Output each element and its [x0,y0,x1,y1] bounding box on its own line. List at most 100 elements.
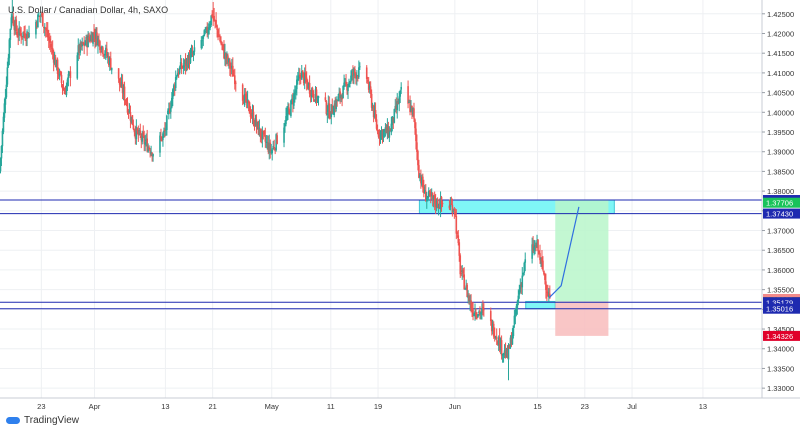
candle-body [307,83,310,88]
candle-body [470,300,472,309]
candle-body [69,71,72,78]
candle-body [168,108,170,112]
candle-body [252,111,255,125]
candle-body [211,13,213,17]
candle-body [57,72,60,76]
candle-body [469,300,471,303]
candle-body [301,70,304,73]
candle-body [80,42,83,47]
candle-body [55,59,58,68]
candle-body [313,99,316,102]
candle-body [228,58,230,63]
candle-body [223,46,225,59]
candle-body [121,82,124,94]
candle-body [109,58,112,70]
candle-body [43,27,46,29]
candle-body [328,103,331,118]
candle-body [201,40,204,42]
candle-body [532,244,534,252]
candle-body [218,36,220,38]
candle-body [438,206,441,210]
candle-body [519,284,522,292]
candle-body [498,336,501,350]
candle-body [28,32,30,38]
candle-body [490,319,493,332]
candle-body [131,115,134,125]
candle-body [456,232,459,234]
candle-body [408,102,410,104]
time-axis[interactable]: 23 Apr 13 21 May 11 19 Jun 15 23 Jul 13 [0,397,800,411]
candle-body [474,310,476,315]
candle-body [3,103,6,118]
candle-body [283,127,285,143]
candle-body [312,93,315,99]
candle-body [507,345,510,360]
candle-body [167,110,169,115]
candle-body [177,71,180,75]
candle-body [271,149,274,154]
candle-body [441,203,444,205]
candle-body [110,67,113,71]
candle-body [324,97,327,101]
candle-body [60,74,63,83]
candle-body [415,128,417,142]
candle-body [185,59,188,65]
candle-body [501,354,504,356]
candle-body [251,112,254,116]
candle-body [1,130,4,147]
candle-body [433,195,436,204]
candle-body [538,251,540,253]
candle-body [512,325,515,336]
candle-body [164,129,166,131]
candle-body [534,245,536,248]
candle-body [357,75,359,78]
candle-body [126,102,129,113]
candle-body [334,103,337,109]
candle-body [63,90,66,94]
candle-body [59,71,62,75]
candle-body [98,39,100,41]
candle-body [212,16,214,18]
candle-body [468,295,470,301]
candle-body [26,31,28,39]
candle-body [296,79,298,90]
candle-body [246,98,249,104]
candle-body [455,215,458,234]
candle-body [143,135,146,144]
candle-body [165,128,167,130]
candle-body [370,93,373,108]
candle-body [397,102,400,104]
candle-body [399,90,401,97]
candle-body [77,45,80,55]
candle-body [64,93,67,95]
candle-body [248,102,251,114]
candle-body [27,32,29,39]
candle-body [265,141,268,143]
candle-body [440,197,443,204]
candle-body [16,31,19,37]
candle-body [81,42,84,47]
candle-body [100,50,102,52]
candle-body [184,58,187,67]
candle-body [253,124,256,126]
candle-body [417,151,419,166]
candle-body [349,81,351,84]
candle-body [15,19,18,32]
candle-body [289,110,291,115]
candle-body [372,105,375,118]
candle-body [285,116,287,125]
candle-body [160,136,162,138]
candle-body [65,85,68,96]
candle-body [145,139,147,142]
candle-body [176,73,179,77]
candle-body [51,47,54,54]
candle-body [68,72,71,75]
candle-body [200,40,203,49]
candle-body [124,100,127,102]
candle-body [208,27,211,30]
candle-body [273,147,275,149]
candle-body [291,98,293,100]
candle-body [0,158,2,172]
candle-body [297,75,300,79]
